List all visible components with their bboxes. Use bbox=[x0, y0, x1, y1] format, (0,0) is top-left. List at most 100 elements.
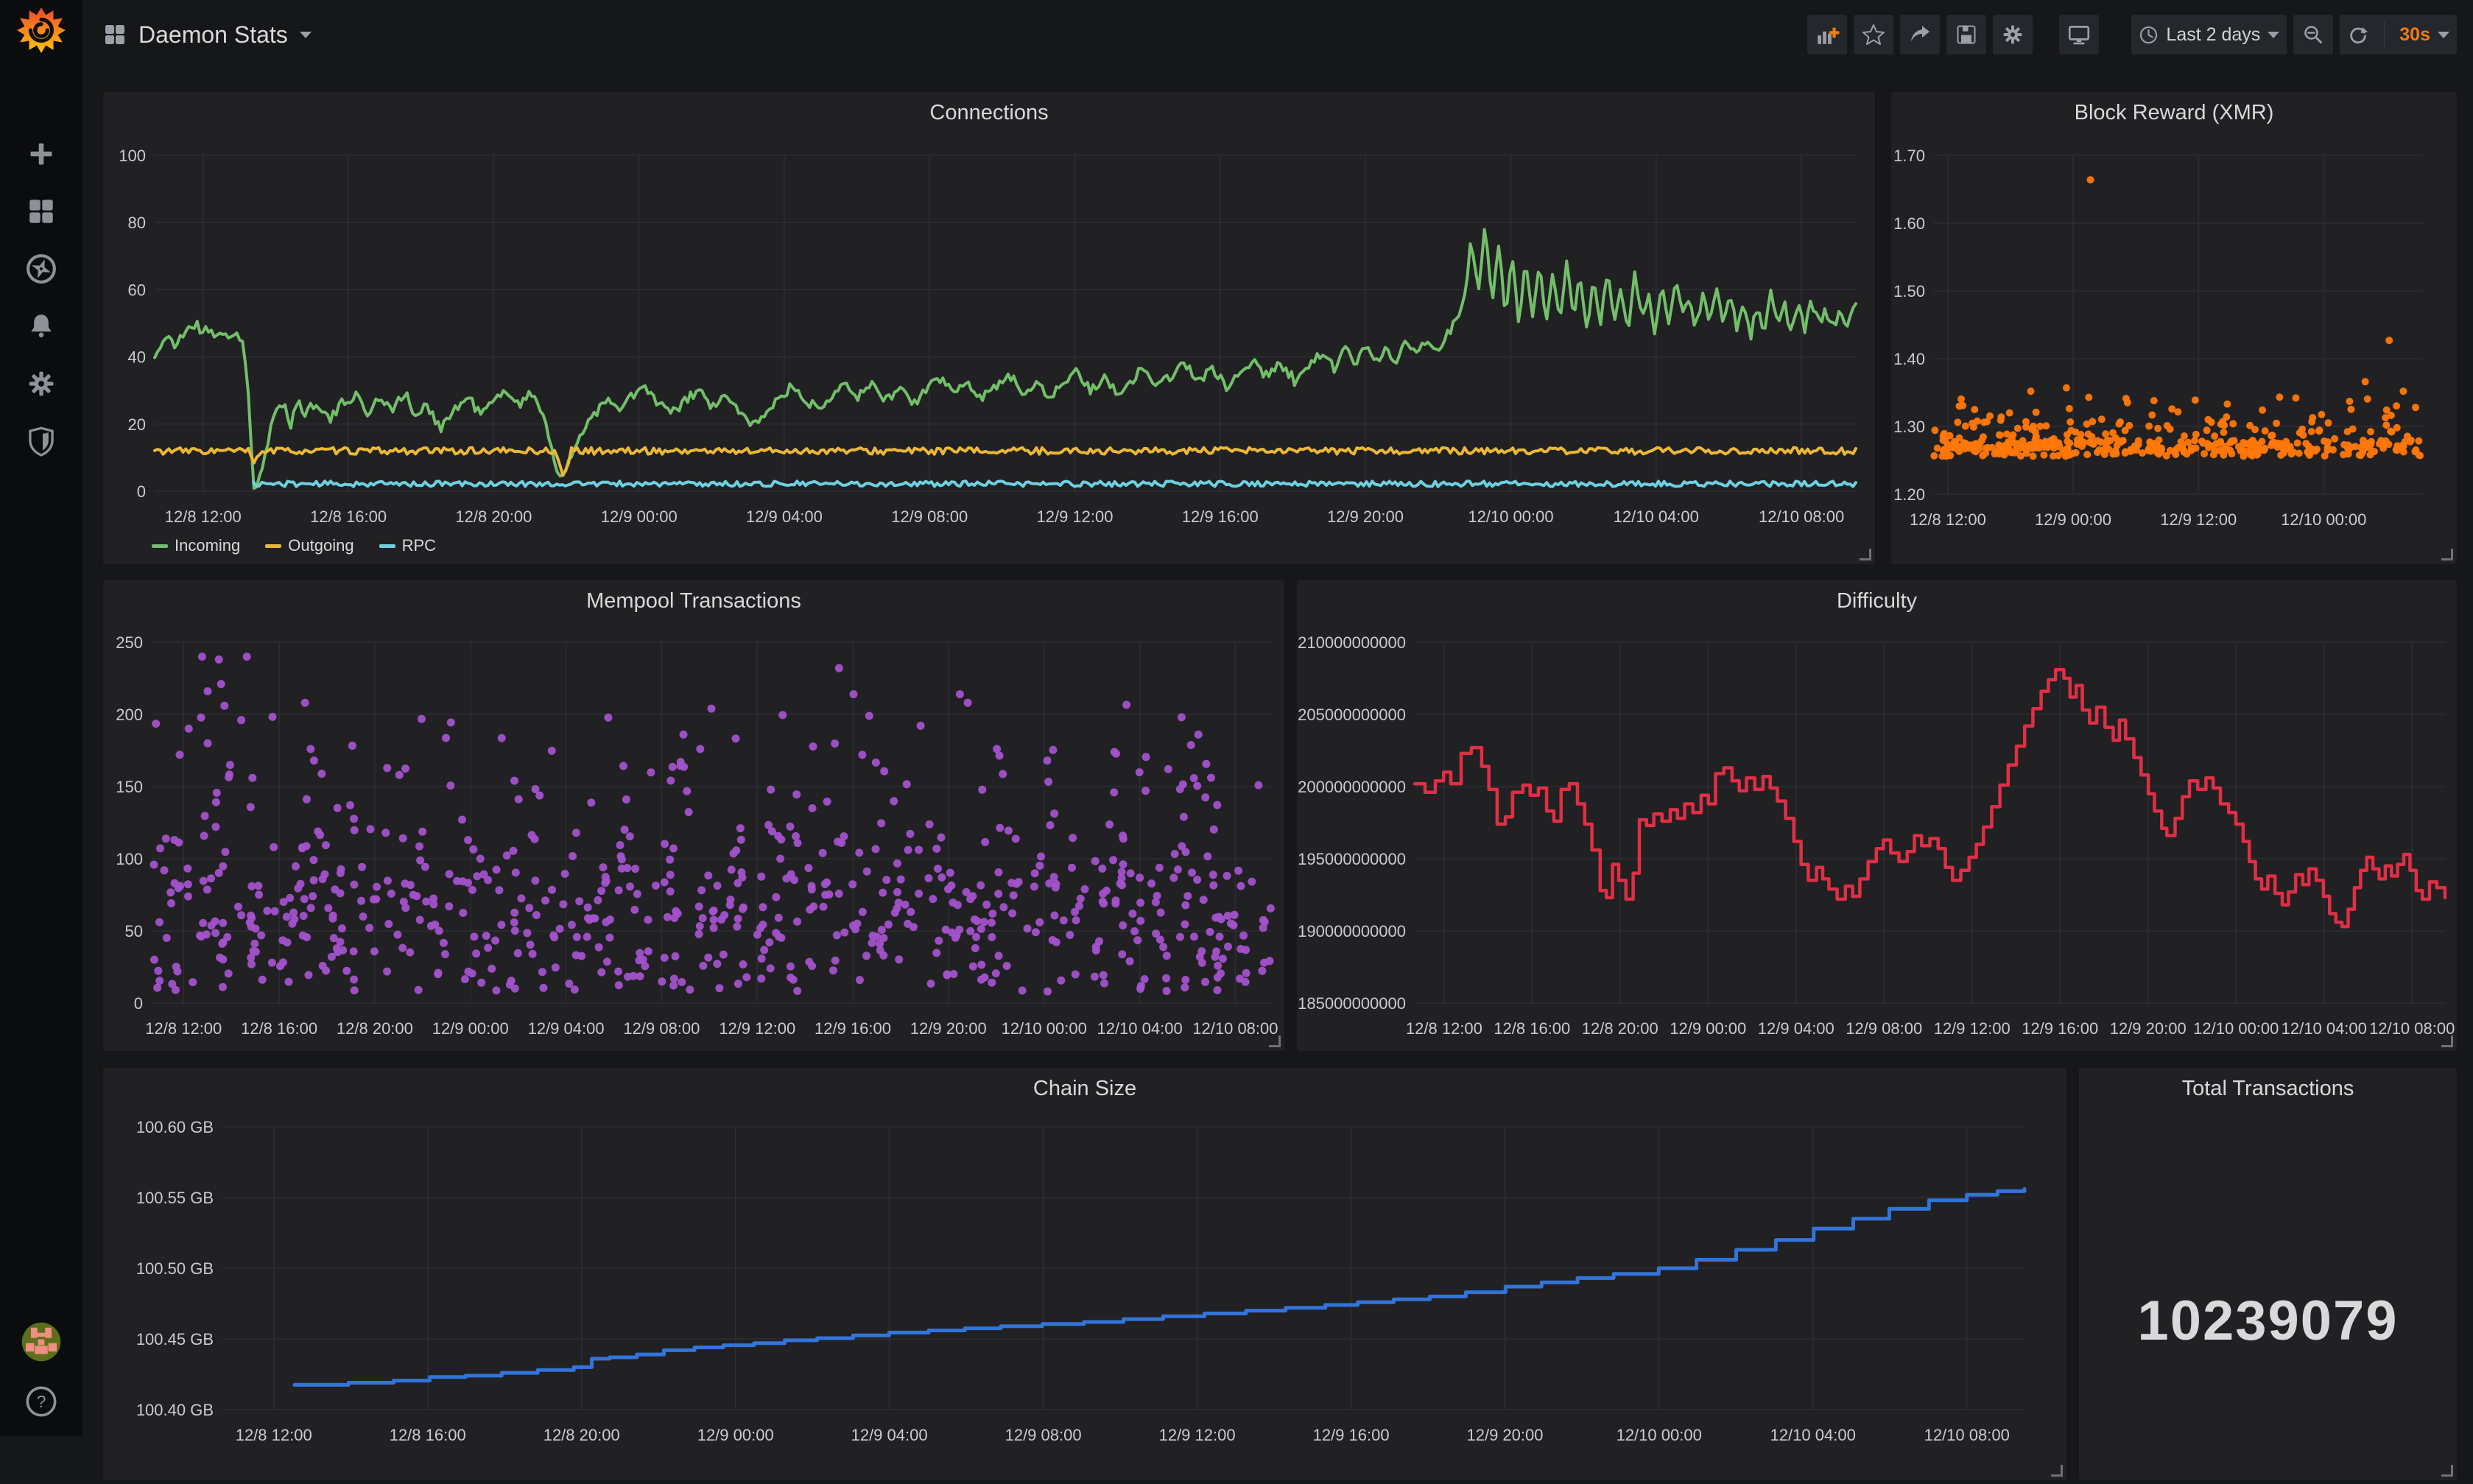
dashboard-title-group[interactable]: Daemon Stats bbox=[103, 21, 312, 49]
svg-text:12/9 00:00: 12/9 00:00 bbox=[697, 1426, 774, 1444]
help-icon[interactable]: ? bbox=[24, 1385, 58, 1418]
svg-text:12/9 08:00: 12/9 08:00 bbox=[1846, 1019, 1922, 1038]
explore-compass-icon[interactable] bbox=[13, 240, 70, 298]
svg-text:100: 100 bbox=[119, 147, 146, 165]
panel-connections: Connections 0 20 40 60 80 100 12/8 12:00 12/8 1… bbox=[103, 92, 1875, 564]
refresh-picker[interactable]: 30s bbox=[2340, 15, 2457, 54]
add-icon[interactable] bbox=[13, 125, 70, 183]
configuration-gear-icon[interactable] bbox=[13, 355, 70, 412]
svg-text:12/9 04:00: 12/9 04:00 bbox=[528, 1019, 605, 1038]
svg-text:12/10 00:00: 12/10 00:00 bbox=[2281, 510, 2366, 529]
svg-text:0: 0 bbox=[134, 994, 143, 1013]
svg-text:12/9 20:00: 12/9 20:00 bbox=[1467, 1426, 1544, 1444]
chevron-down-icon bbox=[299, 31, 312, 38]
svg-text:1.30: 1.30 bbox=[1893, 418, 1925, 436]
svg-text:1.20: 1.20 bbox=[1893, 485, 1925, 504]
dashboards-icon[interactable] bbox=[13, 183, 70, 240]
panel-title[interactable]: Connections bbox=[929, 101, 1049, 124]
panel-resize-handle[interactable] bbox=[2441, 1035, 2453, 1047]
svg-text:12/9 00:00: 12/9 00:00 bbox=[2035, 510, 2111, 529]
toolbar: Last 2 days 30s bbox=[1807, 15, 2457, 54]
panel-resize-handle[interactable] bbox=[2441, 1465, 2453, 1477]
svg-text:12/9 00:00: 12/9 00:00 bbox=[601, 507, 678, 526]
svg-text:190000000000: 190000000000 bbox=[1298, 922, 1406, 940]
svg-text:12/9 12:00: 12/9 12:00 bbox=[1159, 1426, 1236, 1444]
page-title: Daemon Stats bbox=[138, 21, 288, 48]
chevron-down-icon bbox=[2268, 31, 2280, 38]
time-range-picker[interactable]: Last 2 days bbox=[2131, 15, 2287, 54]
svg-text:12/10 00:00: 12/10 00:00 bbox=[1468, 507, 1553, 526]
connections-chart[interactable]: 0 20 40 60 80 100 12/8 12:00 12/8 16:00 12/8 20:… bbox=[103, 92, 1875, 564]
svg-text:12/10 04:00: 12/10 04:00 bbox=[1097, 1019, 1182, 1038]
panel-title[interactable]: Difficulty bbox=[1836, 589, 1918, 613]
sidebar-nav bbox=[13, 125, 70, 470]
panel-mempool: Mempool Transactions 0 50 100 150 200 250 12/8… bbox=[103, 580, 1284, 1051]
panel-resize-handle[interactable] bbox=[2051, 1465, 2063, 1477]
grafana-logo[interactable] bbox=[17, 6, 66, 54]
panel-settings-gear-button[interactable] bbox=[1993, 15, 2033, 54]
panel-resize-handle[interactable] bbox=[1269, 1035, 1281, 1047]
save-button[interactable] bbox=[1946, 15, 1987, 54]
svg-text:12/9 16:00: 12/9 16:00 bbox=[1313, 1426, 1390, 1444]
svg-text:200: 200 bbox=[116, 706, 143, 724]
svg-text:12/10 00:00: 12/10 00:00 bbox=[1002, 1019, 1087, 1038]
svg-text:12/9 04:00: 12/9 04:00 bbox=[746, 507, 823, 526]
svg-text:12/10 08:00: 12/10 08:00 bbox=[1924, 1426, 2010, 1444]
block-reward-chart[interactable]: 1.20 1.30 1.40 1.50 1.60 1.70 12/8 12:00 12/9 0… bbox=[1891, 92, 2457, 564]
sidebar: ? bbox=[0, 0, 82, 1436]
svg-text:12/9 12:00: 12/9 12:00 bbox=[1037, 507, 1114, 526]
server-admin-shield-icon[interactable] bbox=[13, 412, 70, 470]
svg-text:12/8 16:00: 12/8 16:00 bbox=[1494, 1019, 1570, 1038]
panel-resize-handle[interactable] bbox=[1860, 549, 1871, 560]
svg-text:12/9 16:00: 12/9 16:00 bbox=[1182, 507, 1259, 526]
svg-text:40: 40 bbox=[128, 348, 146, 367]
panel-title[interactable]: Mempool Transactions bbox=[586, 589, 801, 613]
chevron-down-icon bbox=[2438, 31, 2449, 38]
svg-text:12/8 16:00: 12/8 16:00 bbox=[310, 507, 387, 526]
user-avatar[interactable] bbox=[21, 1321, 62, 1362]
svg-text:12/9 08:00: 12/9 08:00 bbox=[623, 1019, 700, 1038]
svg-text:250: 250 bbox=[116, 633, 143, 652]
svg-text:12/9 00:00: 12/9 00:00 bbox=[1670, 1019, 1746, 1038]
svg-text:200000000000: 200000000000 bbox=[1298, 778, 1406, 796]
svg-text:12/9 12:00: 12/9 12:00 bbox=[2160, 510, 2237, 529]
svg-text:12/8 12:00: 12/8 12:00 bbox=[145, 1019, 222, 1038]
svg-text:12/9 20:00: 12/9 20:00 bbox=[1327, 507, 1404, 526]
dashboard-grid-icon bbox=[105, 25, 124, 44]
share-button[interactable] bbox=[1900, 15, 1941, 54]
chain-size-chart[interactable]: 100.40 GB 100.45 GB 100.50 GB 100.55 GB 100.… bbox=[103, 1068, 2066, 1480]
legend-item[interactable]: Outgoing bbox=[265, 536, 354, 555]
legend-item[interactable]: RPC bbox=[379, 536, 436, 555]
time-range-label: Last 2 days bbox=[2166, 24, 2261, 45]
panel-title[interactable]: Block Reward (XMR) bbox=[2074, 101, 2274, 124]
svg-text:12/9 12:00: 12/9 12:00 bbox=[719, 1019, 795, 1038]
add-panel-button[interactable] bbox=[1807, 15, 1848, 54]
difficulty-chart[interactable]: 185000000000 190000000000 195000000000 2000… bbox=[1297, 580, 2457, 1051]
total-transactions-value: 10239079 bbox=[2137, 1290, 2399, 1352]
alerting-bell-icon[interactable] bbox=[13, 298, 70, 355]
mempool-chart[interactable]: 0 50 100 150 200 250 12/8 12:00 12/8 16:00 12/8 … bbox=[103, 580, 1284, 1051]
cycle-view-tv-button[interactable] bbox=[2059, 15, 2100, 54]
refresh-icon bbox=[2350, 27, 2368, 44]
panel-title[interactable]: Total Transactions bbox=[2181, 1077, 2354, 1100]
svg-text:?: ? bbox=[37, 1392, 46, 1411]
svg-text:12/8 20:00: 12/8 20:00 bbox=[337, 1019, 413, 1038]
svg-text:195000000000: 195000000000 bbox=[1298, 850, 1406, 868]
svg-text:150: 150 bbox=[116, 778, 143, 796]
svg-text:1.40: 1.40 bbox=[1893, 350, 1925, 368]
svg-text:20: 20 bbox=[128, 415, 146, 434]
svg-text:12/9 04:00: 12/9 04:00 bbox=[851, 1426, 928, 1444]
zoom-out-button[interactable] bbox=[2293, 15, 2334, 54]
svg-text:12/10 04:00: 12/10 04:00 bbox=[1614, 507, 1699, 526]
svg-text:12/9 12:00: 12/9 12:00 bbox=[1934, 1019, 2011, 1038]
svg-text:50: 50 bbox=[125, 922, 143, 940]
panel-title[interactable]: Chain Size bbox=[1033, 1077, 1137, 1100]
panel-difficulty: Difficulty 185000000000 190000000000 19500… bbox=[1297, 580, 2457, 1051]
svg-text:12/9 08:00: 12/9 08:00 bbox=[891, 507, 968, 526]
svg-text:12/10 08:00: 12/10 08:00 bbox=[1192, 1019, 1278, 1038]
star-button[interactable] bbox=[1854, 15, 1894, 54]
svg-text:60: 60 bbox=[128, 281, 146, 299]
panel-resize-handle[interactable] bbox=[2441, 549, 2453, 560]
legend-item[interactable]: Incoming bbox=[152, 536, 240, 555]
svg-text:0: 0 bbox=[137, 482, 146, 501]
